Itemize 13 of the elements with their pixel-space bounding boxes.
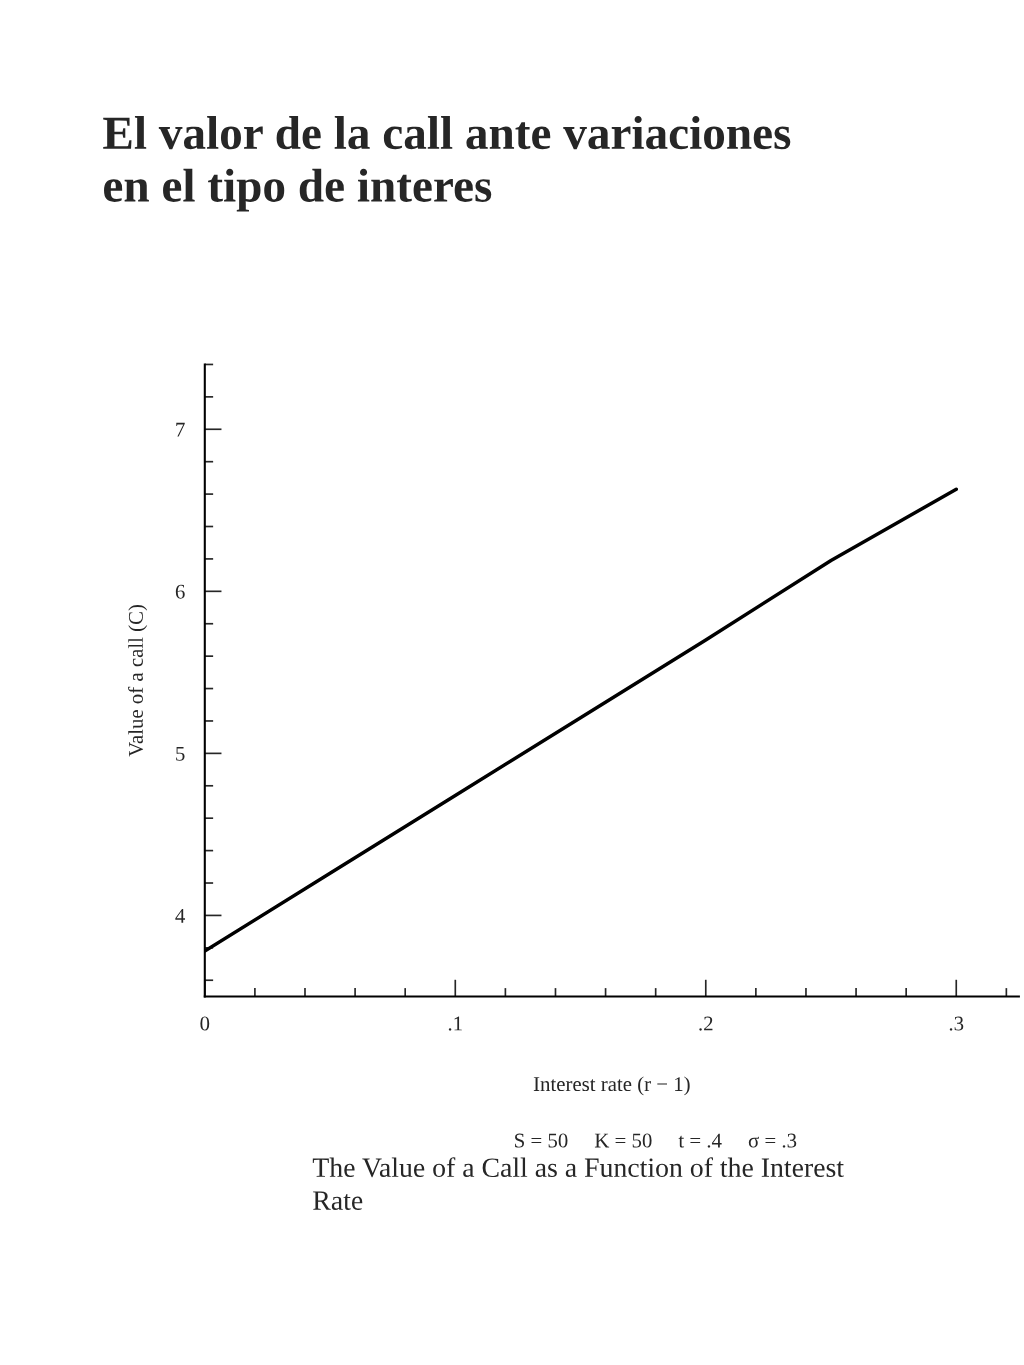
y-tick-label: 5	[176, 746, 185, 761]
y-tick-label: 4	[175, 908, 186, 923]
x-tick-label: .1	[448, 1016, 462, 1031]
x-tick-label: 0	[200, 1016, 210, 1031]
text: S = 50 K = 50 t = .4 σ = .3	[515, 1133, 797, 1148]
y-tick-label: 7	[176, 422, 185, 437]
x-axis-title: Interest rate (r − 1)	[533, 1076, 690, 1096]
x-tick-label: .3	[949, 1016, 964, 1031]
chart-title: El valor de la call ante variaciones en el tipo de interes	[103, 116, 791, 212]
y-axis-title: Value of a call (C)	[128, 605, 148, 757]
y-tick-label: 6	[175, 584, 185, 599]
text: The Value of a Call as a Function of the Interest Rate	[312, 1157, 844, 1210]
x-tick-label: .2	[699, 1016, 713, 1031]
